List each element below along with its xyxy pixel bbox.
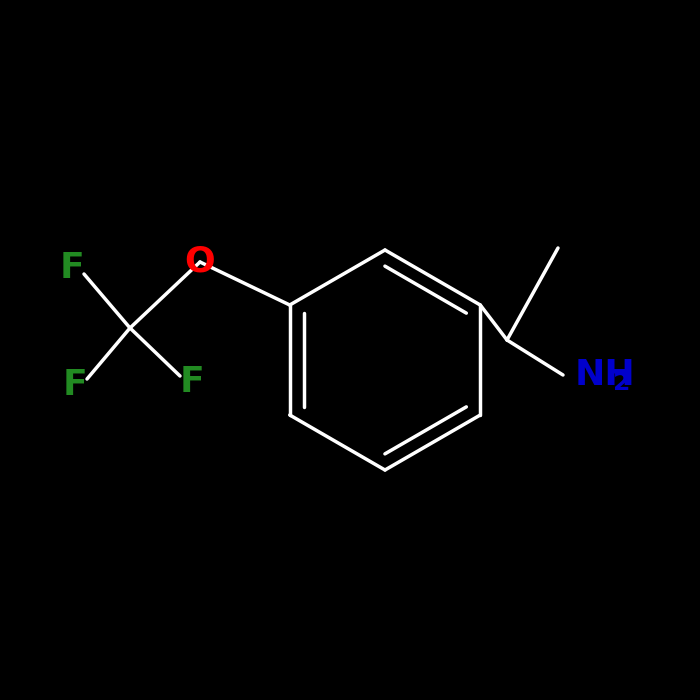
Text: F: F (62, 368, 88, 402)
Text: F: F (180, 365, 204, 399)
Text: F: F (60, 251, 85, 285)
Text: 2: 2 (613, 371, 631, 395)
Text: NH: NH (575, 358, 636, 392)
Text: O: O (185, 245, 216, 279)
